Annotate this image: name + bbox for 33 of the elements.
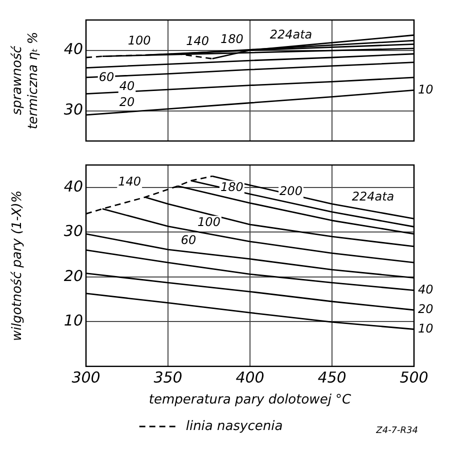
series-label: 60 (98, 70, 114, 84)
series-label: 200 (280, 184, 303, 198)
y-tick-label: 40 (64, 177, 83, 196)
legend-label: linia nasycenia (186, 418, 283, 434)
series-label: 20 (418, 302, 434, 316)
x-tick-label: 500 (400, 368, 428, 386)
x-tick-label: 350 (154, 368, 182, 386)
x-tick-label: 450 (318, 368, 346, 386)
series-label: 224ata (270, 28, 312, 42)
y-tick-label: 40 (64, 40, 83, 58)
series-label: 60 (180, 233, 196, 248)
x-tick-label: 300 (72, 368, 100, 386)
series-label: 224ata (352, 189, 394, 204)
series-label: 100 (198, 215, 221, 230)
y-tick-label: 10 (64, 312, 83, 330)
series-label: 180 (220, 32, 244, 46)
y-axis-title: sprawność termiczna ηₜ % (10, 32, 41, 130)
y-tick-label: 20 (64, 266, 83, 285)
series-label: 20 (119, 94, 135, 109)
x-axis-title: temperatura pary dolotowej °C (148, 392, 352, 408)
y-axis-title: wilgotność pary (1-X)% (10, 190, 26, 342)
series-label: 40 (119, 78, 135, 93)
series-label: 180 (220, 180, 244, 194)
series-label: 140 (118, 174, 142, 188)
series-label: 10 (418, 321, 434, 336)
series-label: 10 (418, 82, 434, 96)
text: Z4-7-R34 (375, 426, 418, 436)
series-label: 40 (418, 282, 434, 296)
y-tick-label: 30 (64, 222, 83, 240)
x-tick-label: 400 (236, 368, 264, 386)
y-tick-label: 30 (64, 100, 83, 119)
series-label: 140 (186, 34, 210, 48)
series-label: 100 (128, 34, 152, 48)
